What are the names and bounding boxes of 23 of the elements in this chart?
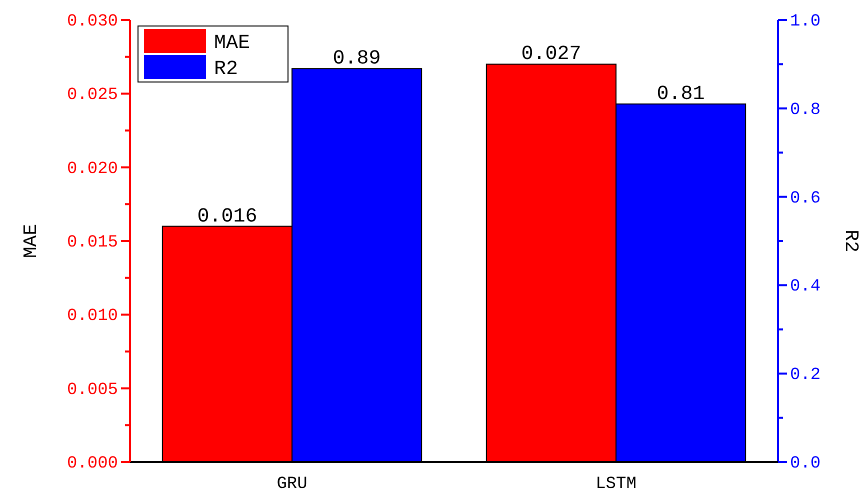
x-tick-label: GRU bbox=[276, 475, 308, 494]
data-label: 0.027 bbox=[521, 43, 582, 66]
y2-tick-label: 0.2 bbox=[790, 366, 821, 386]
y-tick-label: 0.010 bbox=[66, 307, 118, 326]
y2-tick-label: 0.4 bbox=[790, 278, 821, 297]
y2-axis-title: R2 bbox=[840, 230, 862, 252]
y2-tick-label: 0.6 bbox=[790, 189, 821, 208]
y-tick-label: 0.030 bbox=[66, 12, 118, 32]
y-tick-label: 0.020 bbox=[66, 160, 118, 179]
y-tick-label: 0.025 bbox=[66, 86, 118, 106]
y-tick-label: 0.005 bbox=[66, 380, 118, 400]
y2-tick-label: 1.0 bbox=[790, 12, 821, 32]
x-tick-label: LSTM bbox=[596, 475, 636, 494]
data-label: 0.016 bbox=[197, 205, 258, 228]
data-label: 0.81 bbox=[656, 82, 705, 106]
legend-label: R2 bbox=[214, 58, 238, 81]
data-label: 0.89 bbox=[332, 48, 381, 71]
y-axis-title: MAE bbox=[20, 224, 42, 258]
y-tick-label: 0.015 bbox=[66, 233, 118, 252]
y2-tick-label: 0.8 bbox=[790, 100, 821, 120]
y2-tick-label: 0.0 bbox=[790, 454, 821, 474]
legend-label: MAE bbox=[214, 32, 250, 55]
y-tick-label: 0.000 bbox=[66, 454, 118, 474]
